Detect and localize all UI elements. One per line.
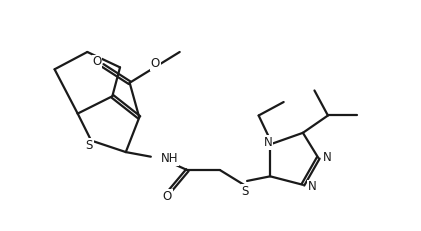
Text: O: O [163, 190, 172, 203]
Text: O: O [92, 55, 101, 68]
Text: O: O [151, 57, 160, 70]
Text: N: N [264, 136, 273, 149]
Text: S: S [85, 139, 93, 152]
Text: NH: NH [160, 152, 178, 165]
Text: N: N [307, 180, 316, 193]
Text: N: N [323, 151, 332, 164]
Text: S: S [242, 185, 249, 198]
